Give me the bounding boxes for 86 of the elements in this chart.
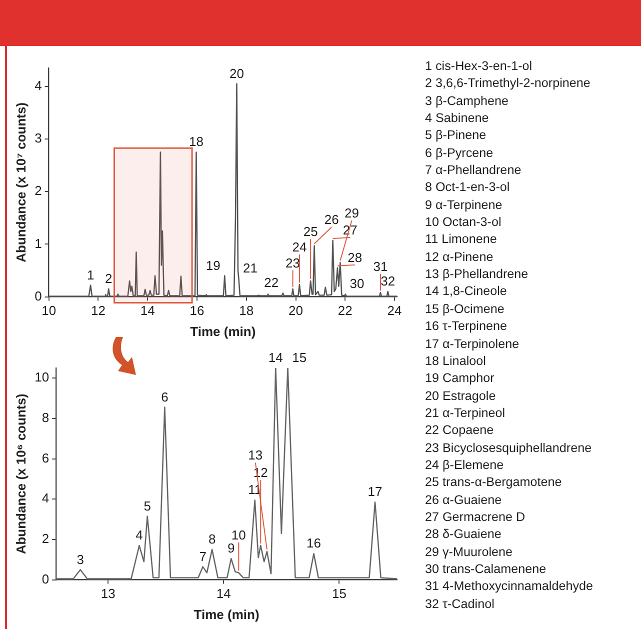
annotation: 24 <box>292 239 307 254</box>
annotation: 14 <box>268 350 283 366</box>
y-tick-label: 6 <box>42 450 50 466</box>
y-tick-label: 3 <box>34 130 42 146</box>
annotation: 9 <box>228 540 235 556</box>
x-tick-label: 12 <box>90 303 106 318</box>
text: 6 β-Pyrcene <box>425 144 494 162</box>
text: 29 γ-Muurolene <box>425 544 514 561</box>
annotation: 20 <box>230 66 244 81</box>
annotation: 31 <box>373 258 388 274</box>
x-tick-label: 14 <box>140 303 155 318</box>
annotation: 7 <box>199 548 206 564</box>
y-tick-label: 8 <box>42 410 50 426</box>
text: 1 cis-Hex-3-en-1-ol <box>425 58 534 75</box>
y-tick-label: 0 <box>42 571 50 586</box>
y-tick-label: 2 <box>34 183 42 198</box>
annotation: 26 <box>324 212 339 228</box>
text: 32 τ-Cadinol <box>425 596 496 613</box>
annotation: 3 <box>76 552 84 567</box>
x-axis-title: Time (min) <box>190 324 256 339</box>
x-tick-label: 18 <box>239 303 254 318</box>
y-tick-label: 4 <box>42 490 50 506</box>
text: 8 Oct-1-en-3-ol <box>425 179 511 196</box>
y-tick-label: 1 <box>34 236 42 251</box>
text: 23 Bicyclosesquiphellandrene <box>425 440 593 457</box>
text: 14 1,8-Cineole <box>425 283 508 300</box>
annotation: 28 <box>348 250 362 265</box>
annotation: 4 <box>136 528 143 543</box>
annotation: 30 <box>350 276 364 292</box>
text: 15 β-Ocimene <box>425 300 506 318</box>
text: 21 α-Terpineol <box>425 404 506 422</box>
x-tick-label: 24 <box>387 303 402 318</box>
text: 9 α-Terpinene <box>425 196 504 214</box>
text: 27 Germacrene D <box>425 508 526 526</box>
x-tick-label: 22 <box>338 303 352 318</box>
y-axis-title: Abundance (x 10⁷ counts) <box>13 102 28 262</box>
text: 13 β-Phellandrene <box>425 266 530 284</box>
y-tick-label: 4 <box>34 78 42 93</box>
annotation: 2 <box>104 270 112 286</box>
x-tick-label: 13 <box>100 586 116 602</box>
annotation: 17 <box>368 484 382 500</box>
y-tick-label: 0 <box>34 288 42 304</box>
text: 28 δ-Guaiene <box>425 526 502 544</box>
annotation: 13 <box>248 448 263 463</box>
y-axis-title: Abundance (x 10⁶ counts) <box>13 394 28 554</box>
x-tick-label: 16 <box>190 303 204 318</box>
text: 31 4-Methoxycinnamaldehyde <box>425 578 594 596</box>
annotation: 6 <box>161 389 168 404</box>
y-tick-label: 10 <box>34 370 50 385</box>
text: 20 Estragole <box>425 388 497 405</box>
x-tick-label: 14 <box>216 586 231 602</box>
text: 19 Camphor <box>425 370 496 388</box>
annotation: 1 <box>86 267 94 282</box>
annotation: 19 <box>206 258 220 273</box>
annotation: 25 <box>303 224 318 239</box>
text: 30 trans-Calamenene <box>425 560 548 578</box>
annotation: 32 <box>380 274 396 289</box>
text: 22 Copaene <box>425 422 495 440</box>
x-tick-label: 15 <box>332 586 346 602</box>
x-axis-title: Time (min) <box>194 606 260 622</box>
text: 11 Limonene <box>425 231 498 248</box>
text: 17 α-Terpinolene <box>425 336 520 353</box>
text: 12 α-Pinene <box>425 248 494 266</box>
annotation: 29 <box>344 206 360 221</box>
text: 26 α-Guaiene <box>425 492 503 509</box>
annotation: 21 <box>243 260 258 276</box>
text: 5 β-Pinene <box>425 127 488 144</box>
x-tick-label: 20 <box>288 303 303 318</box>
annotation: 5 <box>144 498 151 514</box>
text: 16 τ-Terpinene <box>425 318 508 336</box>
annotation: 23 <box>286 255 300 270</box>
annotation: 15 <box>292 350 307 366</box>
text: 24 β-Elemene <box>425 456 505 474</box>
annotation: 8 <box>208 532 216 547</box>
annotation: 18 <box>189 134 204 150</box>
text: 2 3,6,6-Trimethyl-2-norpinene <box>425 75 592 92</box>
y-tick-label: 2 <box>42 531 50 546</box>
text: 3 β-Camphene <box>425 92 510 110</box>
text: 7 α-Phellandrene <box>425 162 522 180</box>
text: 18 Linalool <box>425 352 487 370</box>
text: 25 trans-α-Bergamotene <box>425 474 563 492</box>
text: 10 Octan-3-ol <box>425 214 502 232</box>
annotation: 10 <box>231 527 246 542</box>
text: 4 Sabinene <box>425 110 490 128</box>
annotation: 16 <box>306 536 322 551</box>
annotation: 22 <box>264 275 279 290</box>
